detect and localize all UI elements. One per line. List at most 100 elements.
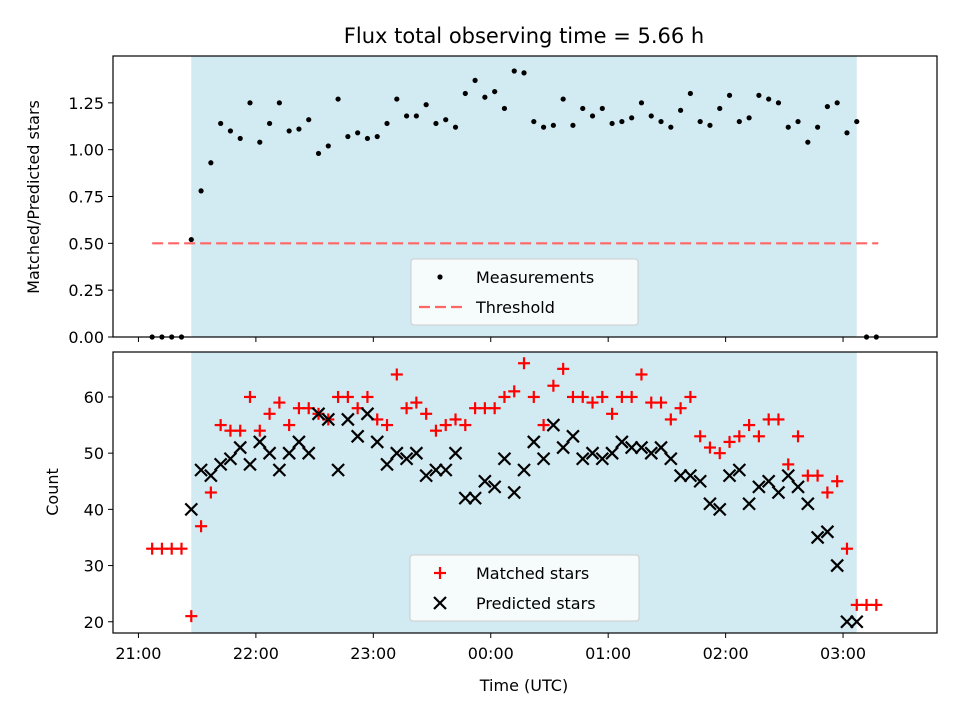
bottom-legend: Matched stars Predicted stars: [409, 554, 640, 622]
predicted-star-point: [223, 452, 238, 466]
predicted-star-point: [507, 485, 522, 500]
x-tick-label: 22:00: [233, 644, 279, 663]
matched-star-point: [625, 390, 638, 403]
predicted-star-point: [409, 446, 424, 460]
matched-star-point: [723, 435, 736, 448]
predicted-star-point: [742, 496, 756, 511]
predicted-star-point: [840, 614, 854, 629]
predicted-star-point: [487, 480, 502, 494]
x-tick-label: 21:00: [115, 644, 161, 663]
measurement-point: [658, 118, 664, 125]
measurement-point: [805, 139, 811, 145]
measurement-point: [854, 118, 860, 125]
x-axis-label: Time (UTC): [479, 676, 568, 695]
measurement-point: [227, 128, 234, 134]
matched-star-point: [429, 424, 442, 437]
predicted-star-point: [350, 429, 365, 444]
predicted-star-point: [849, 614, 864, 629]
predicted-star-point: [527, 435, 541, 449]
predicted-star-point: [536, 452, 551, 466]
y-tick-label: 0.00: [68, 328, 104, 347]
matched-star-point: [498, 390, 511, 403]
predicted-star-point: [791, 480, 805, 494]
measurement-point: [560, 96, 566, 102]
measurement-point: [296, 126, 302, 132]
measurement-point: [355, 130, 361, 136]
predicted-star-point: [184, 502, 199, 517]
legend-threshold-label: Threshold: [475, 298, 555, 317]
matched-star-point: [253, 424, 266, 437]
y-tick-label: 0.50: [68, 234, 104, 253]
measurement-point: [286, 128, 292, 134]
matched-star-point: [537, 419, 550, 432]
predicted-star-point: [360, 407, 375, 421]
top-x-ticks: [137, 337, 844, 342]
matched-star-point: [263, 407, 276, 420]
predicted-stars-points: [184, 407, 864, 629]
predicted-star-point: [830, 558, 844, 573]
measurement-point: [531, 118, 537, 125]
predicted-star-point: [664, 452, 678, 466]
measurement-point: [413, 113, 419, 119]
predicted-star-point: [771, 485, 786, 500]
predicted-star-point: [595, 452, 610, 466]
measurement-point: [785, 124, 791, 130]
measurement-point: [511, 68, 517, 74]
measurement-point: [707, 122, 713, 128]
matched-star-point: [214, 419, 227, 432]
legend-predicted-marker: [433, 596, 447, 610]
predicted-star-point: [390, 446, 404, 460]
predicted-star-point: [370, 435, 385, 449]
measurement-point: [198, 188, 204, 194]
measurement-point: [433, 120, 439, 127]
predicted-star-point: [497, 452, 512, 466]
measurement-point: [501, 105, 508, 112]
predicted-star-point: [634, 440, 649, 455]
bottom-y-axis-label: Count: [43, 468, 62, 516]
predicted-star-point: [585, 446, 600, 460]
predicted-star-point: [262, 446, 277, 460]
predicted-star-point: [722, 468, 737, 483]
matched-star-point: [204, 486, 217, 499]
y-tick-label: 0.25: [68, 281, 104, 300]
y-tick-label: 20: [84, 613, 104, 632]
measurement-point: [462, 90, 468, 97]
top-panel: 0.00 0.25 0.50 0.75 1.00 1.25 Matched/Predict…: [24, 55, 938, 347]
measurement-point: [687, 90, 693, 97]
measurement-point: [599, 105, 605, 112]
x-tick-label: 03:00: [820, 644, 866, 663]
measurement-point: [766, 96, 772, 102]
predicted-star-point: [575, 452, 590, 466]
measurement-point: [824, 103, 830, 110]
predicted-star-point: [429, 463, 443, 477]
predicted-star-point: [624, 440, 639, 455]
predicted-star-point: [683, 468, 698, 483]
measurement-point: [492, 88, 498, 95]
predicted-star-point: [546, 418, 561, 432]
measurement-point: [188, 236, 194, 243]
matched-star-point: [811, 469, 824, 482]
bottom-panel: 20 30 40 50 60 21:00 22:00 23:00 00:00 01:00 02:0…: [43, 351, 938, 695]
measurement-point: [237, 135, 243, 142]
matched-star-point: [664, 413, 677, 426]
matched-star-point: [547, 379, 560, 392]
measurement-point: [756, 92, 762, 98]
predicted-star-point: [448, 446, 463, 460]
predicted-star-point: [673, 468, 688, 483]
measurement-point: [482, 94, 488, 100]
matched-star-point: [508, 385, 521, 398]
predicted-star-point: [399, 452, 414, 466]
measurement-point: [648, 113, 654, 119]
matched-star-point: [488, 402, 501, 415]
predicted-star-point: [233, 440, 247, 455]
matched-star-point: [870, 598, 883, 611]
top-y-axis-label: Matched/Predicted stars: [24, 100, 43, 294]
matched-star-point: [449, 413, 462, 426]
matched-star-point: [273, 396, 286, 409]
predicted-star-point: [615, 435, 629, 449]
matched-star-point: [234, 424, 247, 437]
predicted-star-point: [761, 474, 776, 489]
predicted-star-point: [311, 407, 326, 421]
y-tick-label: 40: [84, 500, 104, 519]
